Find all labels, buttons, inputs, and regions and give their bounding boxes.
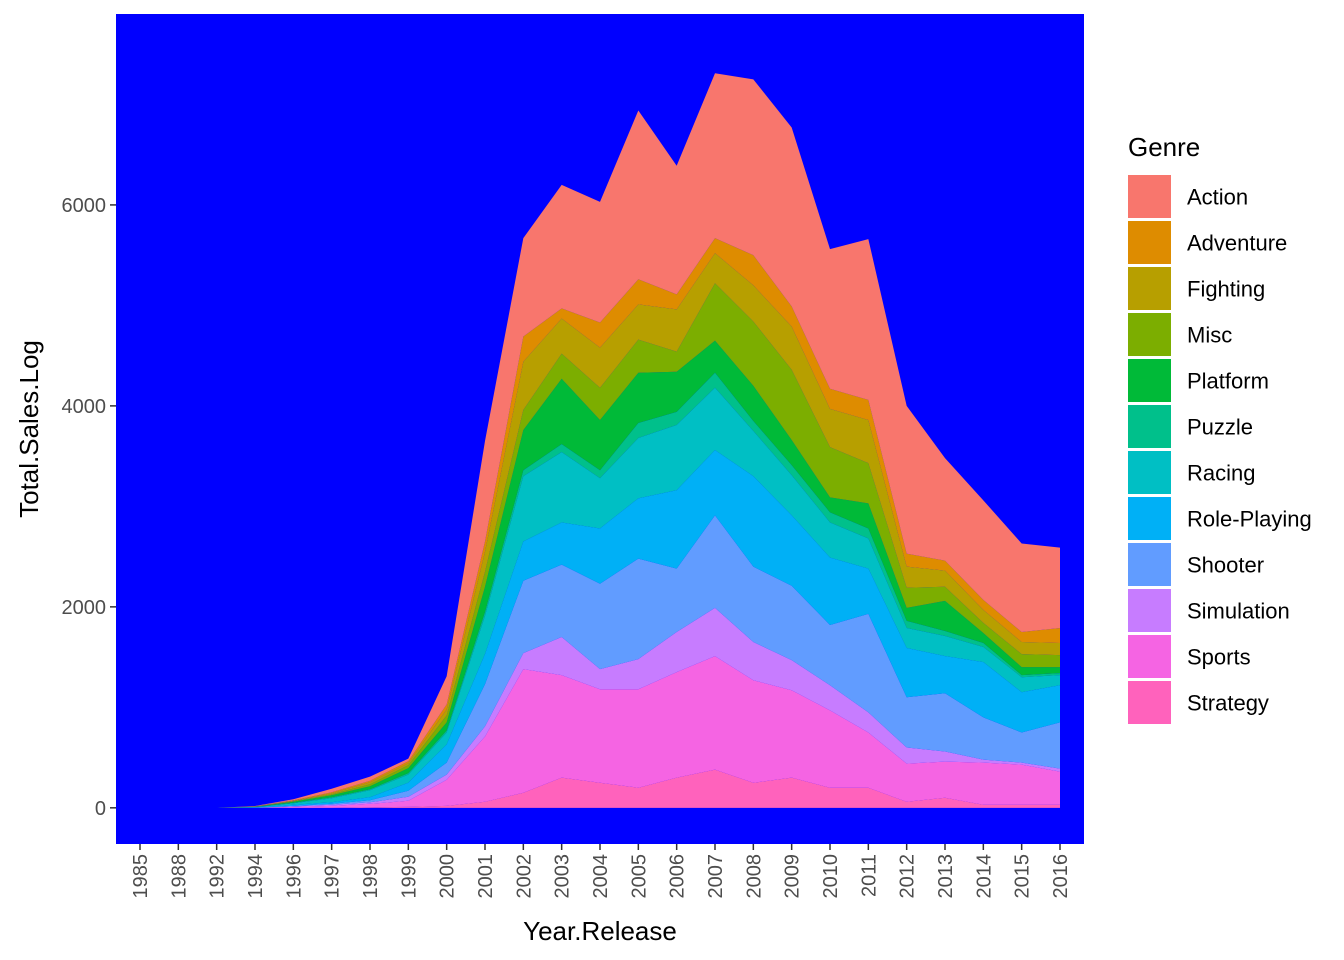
y-tick-label: 0 <box>95 798 106 820</box>
x-tick-label: 1994 <box>245 854 267 899</box>
x-tick-label: 2013 <box>935 854 957 899</box>
legend-label: Role-Playing <box>1187 507 1312 532</box>
x-tick-label: 2016 <box>1050 854 1072 899</box>
x-tick-label: 2006 <box>667 854 689 899</box>
area-action <box>140 73 1060 808</box>
legend-label: Shooter <box>1187 553 1264 578</box>
legend-key-action <box>1128 175 1171 218</box>
x-tick-label: 2008 <box>743 854 765 899</box>
area-fighting <box>140 253 1060 808</box>
y-axis-title: Total.Sales.Log <box>14 340 44 518</box>
area-platform <box>140 340 1060 808</box>
area-role-playing <box>140 450 1060 808</box>
legend-key-platform <box>1128 359 1171 402</box>
x-axis: 1985 1988 1992 1994 1996 1997 1998 1999 2000 2001… <box>130 844 1072 899</box>
y-tick-label: 6000 <box>62 195 107 217</box>
legend-key-adventure <box>1128 221 1171 264</box>
x-axis-title: Year.Release <box>523 916 677 946</box>
legend-items: Action Adventure Fighting Misc Platform Puzzl… <box>1128 175 1312 724</box>
x-tick-label: 2004 <box>590 854 612 899</box>
x-tick-label: 2001 <box>475 854 497 899</box>
legend-key-sports <box>1128 635 1171 678</box>
y-axis: 0 2000 4000 6000 <box>62 195 116 820</box>
x-tick-label: 2002 <box>513 854 535 899</box>
area-misc <box>140 283 1060 808</box>
legend-key-strategy <box>1128 681 1171 724</box>
x-tick-label: 2011 <box>858 854 880 897</box>
area-sports <box>140 656 1060 808</box>
x-tick-label: 2014 <box>973 854 995 899</box>
legend-key-simulation <box>1128 589 1171 632</box>
legend-label: Platform <box>1187 369 1269 394</box>
legend-key-misc <box>1128 313 1171 356</box>
x-tick-label: 2007 <box>705 854 727 899</box>
x-tick-label: 2009 <box>782 854 804 899</box>
legend-key-shooter <box>1128 543 1171 586</box>
x-tick-label: 2000 <box>437 854 459 899</box>
x-tick-label: 1999 <box>398 854 420 899</box>
x-tick-label: 2012 <box>897 854 919 899</box>
legend-label: Puzzle <box>1187 415 1253 440</box>
x-tick-label: 2005 <box>628 854 650 899</box>
y-tick-label: 2000 <box>62 597 107 619</box>
area-shooter <box>140 515 1060 808</box>
legend-label: Sports <box>1187 645 1251 670</box>
x-tick-label: 1997 <box>322 854 344 899</box>
legend-label: Misc <box>1187 323 1232 348</box>
legend-label: Simulation <box>1187 599 1290 624</box>
legend-title: Genre <box>1128 132 1200 162</box>
x-tick-label: 1988 <box>168 854 190 899</box>
x-tick-label: 1998 <box>360 854 382 899</box>
legend: Genre Action Adventure Fighting Misc Platfor… <box>1128 132 1312 724</box>
legend-key-fighting <box>1128 267 1171 310</box>
x-tick-label: 2010 <box>820 854 842 899</box>
legend-label: Fighting <box>1187 277 1265 302</box>
area-layers <box>140 73 1060 808</box>
legend-key-role-playing <box>1128 497 1171 540</box>
legend-label: Adventure <box>1187 231 1287 256</box>
legend-key-puzzle <box>1128 405 1171 448</box>
legend-label: Racing <box>1187 461 1255 486</box>
y-tick-label: 4000 <box>62 396 107 418</box>
x-tick-label: 2015 <box>1012 854 1034 899</box>
legend-label: Action <box>1187 185 1248 210</box>
legend-key-racing <box>1128 451 1171 494</box>
x-tick-label: 2003 <box>552 854 574 899</box>
x-tick-label: 1992 <box>207 854 229 899</box>
x-tick-label: 1985 <box>130 854 152 899</box>
legend-label: Strategy <box>1187 691 1269 716</box>
x-tick-label: 1996 <box>283 854 305 899</box>
area-strategy <box>140 769 1060 808</box>
